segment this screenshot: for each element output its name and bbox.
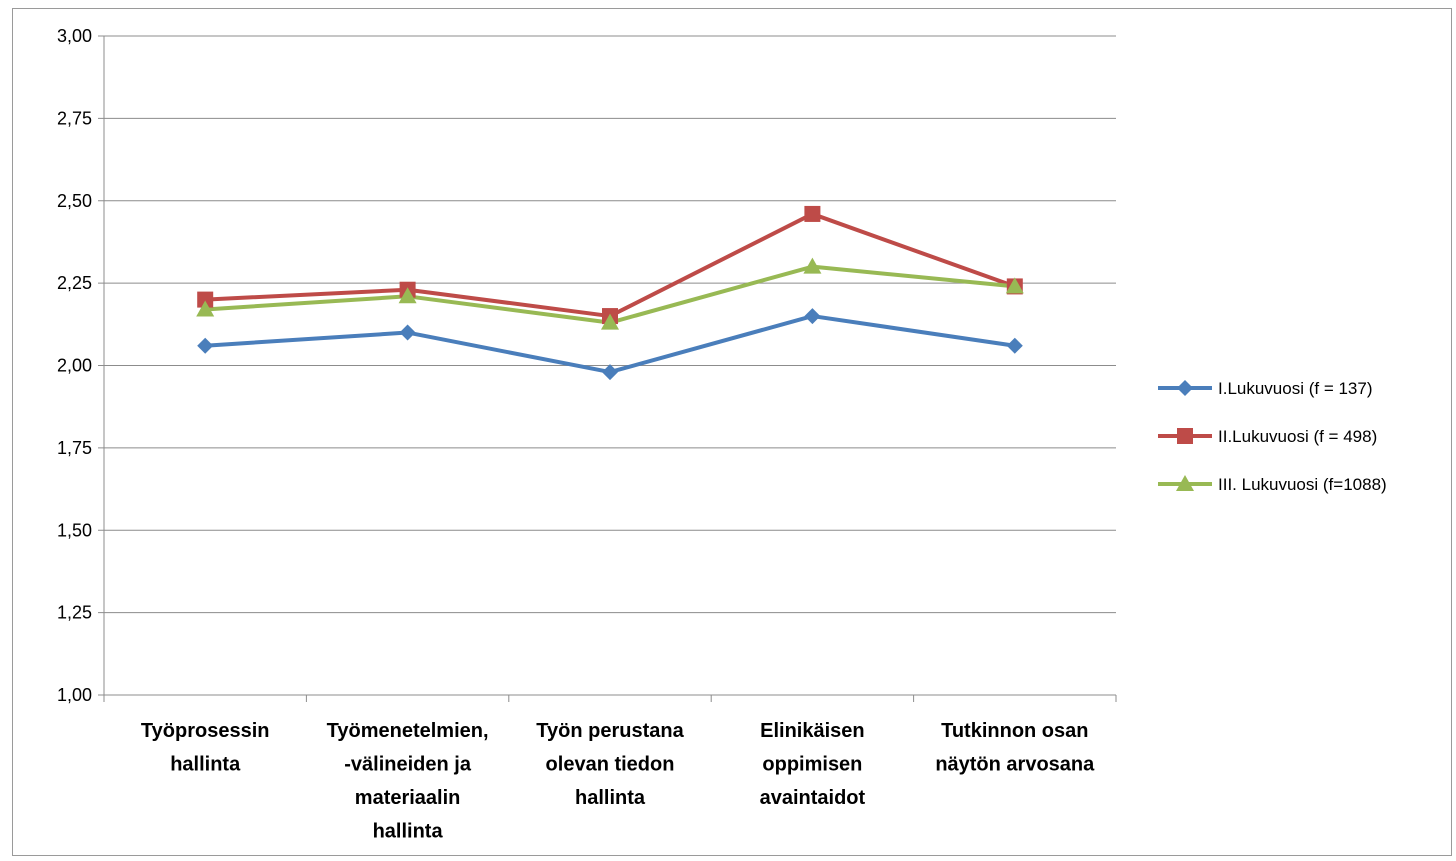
data-point [803,257,822,274]
data-point [1005,277,1024,294]
y-tick-label: 3,00 [57,26,92,46]
legend-marker [1177,428,1193,444]
data-point [197,337,214,354]
data-point [602,364,618,381]
data-point [601,313,619,330]
y-tick-label: 1,00 [57,685,92,705]
chart-frame [12,8,1452,856]
legend-label: II.Lukuvuosi (f = 498) [1218,427,1377,446]
legend-marker [1177,380,1193,396]
y-tick-label: 1,25 [57,603,92,623]
x-tick-label: Elinikäisen oppimisen avaintaidot [760,720,866,809]
legend-marker [1176,475,1194,491]
data-point [804,205,821,222]
legend-label: I.Lukuvuosi (f = 137) [1218,379,1373,398]
y-tick-label: 2,25 [57,273,92,293]
data-point [804,308,821,325]
y-tick-label: 1,50 [57,520,92,540]
x-tick-label: Työmenetelmien, -välineiden ja materiaalin… [327,720,489,843]
y-tick-label: 2,00 [57,356,92,376]
x-tick-label: Työprosessin hallinta [141,720,270,776]
data-point [197,291,214,308]
y-tick-label: 2,50 [57,191,92,211]
x-tick-label: Työn perustana olevan tiedon hallinta [536,720,684,809]
data-point [398,287,417,304]
y-tick-label: 2,75 [57,108,92,128]
y-tick-label: 1,75 [57,438,92,458]
x-tick-label: Tutkinnon osan näytön arvosana [935,720,1095,776]
legend-label: III. Lukuvuosi (f=1088) [1218,475,1387,494]
data-point [196,300,215,317]
data-point [1006,337,1023,354]
data-point [399,324,416,341]
